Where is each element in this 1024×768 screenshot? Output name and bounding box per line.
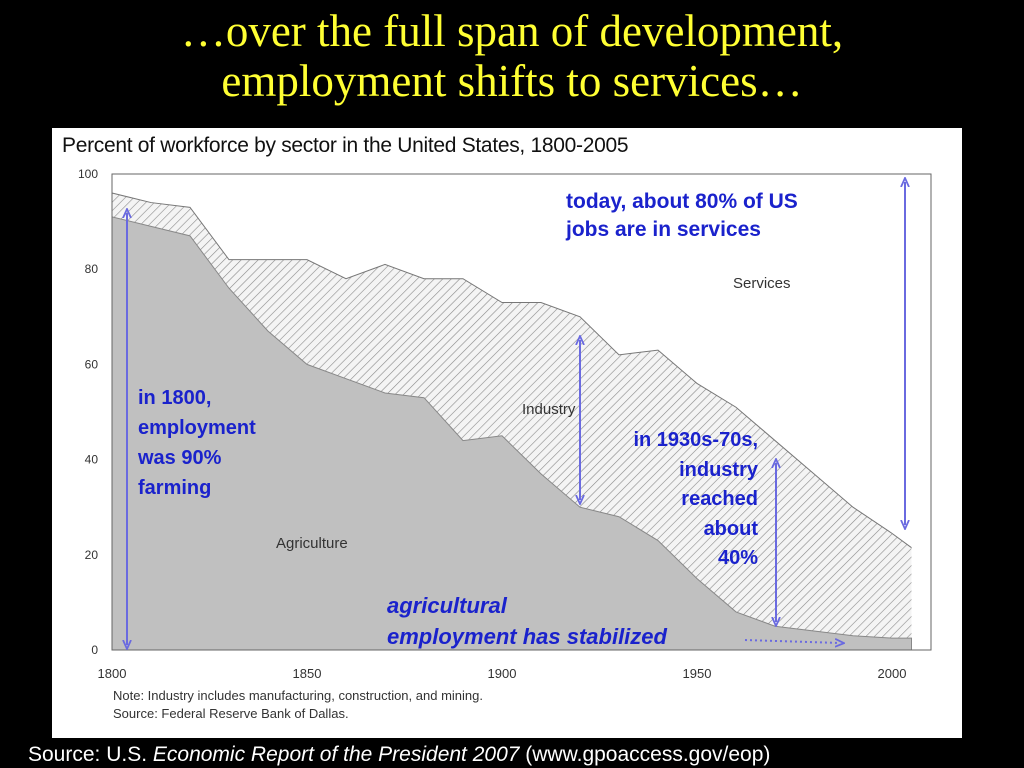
region-label-industry: Industry — [522, 401, 576, 418]
chart-title: Percent of workforce by sector in the Un… — [62, 134, 629, 157]
farming-annotation: in 1800, employment was 90% farming — [138, 383, 256, 503]
source-url: (www.gpoaccess.gov/eop) — [519, 743, 771, 766]
agriculture-annotation-line: agricultural — [387, 593, 507, 618]
farming-annotation-line: was 90% — [138, 447, 222, 469]
x-tick-label: 1950 — [683, 666, 712, 681]
industry-annotation: in 1930s-70s, industry reached about 40% — [592, 426, 758, 574]
y-tick-label: 40 — [85, 453, 99, 467]
industry-annotation-line: in 1930s-70s, — [633, 429, 758, 451]
agriculture-area — [111, 216, 912, 651]
title-line-2: employment shifts to services… — [221, 56, 803, 106]
industry-annotation-line: about — [703, 517, 758, 540]
chart-source-note: Source: Federal Reserve Bank of Dallas. — [113, 706, 349, 721]
farming-annotation-line: employment — [138, 417, 256, 439]
farming-annotation-line: in 1800, — [138, 387, 212, 409]
industry-upper-line — [111, 192, 912, 549]
services-annotation: today, about 80% of US jobs are in servi… — [566, 188, 798, 244]
services-annotation-line: today, about 80% of US — [566, 190, 798, 213]
y-tick-label: 20 — [85, 548, 99, 562]
source-title: Economic Report of the President 2007 — [152, 743, 520, 766]
industry-annotation-line: 40% — [717, 547, 758, 569]
y-tick-label: 100 — [78, 167, 98, 181]
slide-title: …over the full span of development, empl… — [0, 6, 1024, 106]
industry-annotation-line: reached — [681, 488, 758, 510]
agriculture-annotation: agricultural employment has stabilized — [387, 590, 667, 652]
chart-note: Note: Industry includes manufacturing, c… — [113, 688, 483, 703]
source-prefix: Source: U.S. — [28, 743, 153, 766]
region-label-agriculture: Agriculture — [276, 535, 348, 552]
plot-frame — [111, 173, 932, 651]
y-tick-label: 80 — [85, 262, 99, 276]
farming-annotation-line: farming — [138, 477, 212, 499]
industry-area — [112, 193, 912, 639]
industry-annotation-line: industry — [679, 458, 758, 481]
title-line-1: …over the full span of development, — [180, 6, 844, 56]
y-tick-label: 0 — [91, 643, 98, 657]
agriculture-annotation-line: employment has stabilized — [387, 624, 667, 649]
agriculture-dotted-arrow — [744, 640, 840, 643]
region-label-services: Services — [733, 275, 791, 292]
x-tick-label: 1900 — [488, 666, 517, 681]
services-annotation-line: jobs are in services — [566, 218, 761, 241]
x-tick-label: 1800 — [98, 666, 127, 681]
y-tick-label: 60 — [85, 357, 99, 371]
source-citation: Source: U.S. Economic Report of the Pres… — [28, 743, 770, 767]
x-tick-label: 2000 — [878, 666, 907, 681]
x-tick-label: 1850 — [293, 666, 322, 681]
